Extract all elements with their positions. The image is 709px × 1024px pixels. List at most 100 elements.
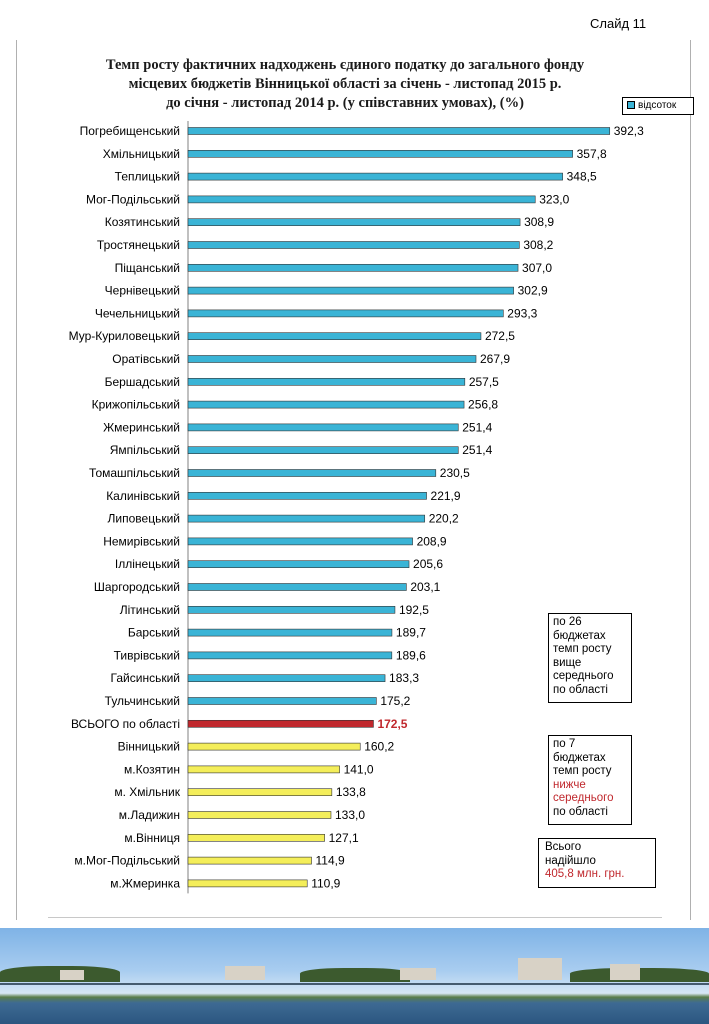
value-label: 220,2 [429,512,459,526]
bar [187,628,393,637]
bar [187,742,361,751]
value-label: 302,9 [518,284,548,298]
value-label: 230,5 [440,466,470,480]
bar [187,309,504,318]
bar [187,719,374,728]
category-label: Іллінецький [115,557,180,571]
bar [187,560,410,569]
category-label: Теплицький [115,170,180,184]
bar-chart: Погребищенський 392,3 Хмільницький 357,8 Теп… [69,121,644,894]
category-label: Літинський [120,603,180,617]
value-label: 160,2 [364,740,394,754]
value-label: 348,5 [567,170,597,184]
value-label: 141,0 [344,762,374,776]
value-label: 133,8 [336,785,366,799]
category-label: м. Хмільник [114,785,180,799]
note-below-line-red: нижче [553,778,586,791]
category-label: Хмільницький [103,147,180,161]
note-total-line: надійшло [545,854,596,867]
bar [187,423,459,432]
frame-border-left [16,40,17,920]
bar [187,879,308,888]
category-label: Немирівський [103,534,180,548]
note-below-line-red: середнього [553,792,614,804]
bar [187,514,426,523]
slide-number: Слайд 11 [590,16,647,31]
value-label: 221,9 [431,489,461,503]
note-below-line: по області [553,805,608,818]
building [400,968,436,980]
category-label: Погребищенський [80,124,180,138]
bar [187,400,465,409]
note-above-line: по області [553,683,608,696]
value-label: 183,3 [389,671,419,685]
category-label: Шаргородський [94,580,180,594]
value-label: 133,0 [335,808,365,822]
bar [187,583,407,591]
bar [187,605,396,614]
category-label: Тростянецький [97,238,180,252]
chart-title-line-1: Темп росту фактичних надходжень єдиного … [105,57,585,73]
value-label: 357,8 [577,147,607,161]
value-label: 308,2 [523,238,553,252]
bar [187,651,393,660]
category-label: Козятинський [105,215,180,229]
category-label: Мог-Подільський [86,192,180,206]
note-above-line: середнього [553,670,614,682]
bar [187,446,459,455]
category-label: Ямпільський [110,443,180,457]
value-label: 323,0 [539,192,569,206]
note-below-average: по 7 бюджетах темп росту нижче середньог… [548,735,632,825]
value-label: 267,9 [480,352,510,366]
category-label: Томашпільський [89,466,180,480]
bar [187,355,477,363]
value-label: 257,5 [469,375,499,389]
bar [187,332,482,341]
category-label: Липовецький [108,512,180,526]
bar [187,195,536,204]
building [60,970,84,980]
value-label: 251,4 [462,443,492,457]
frame-border-right [690,40,691,920]
category-label: Оратівський [112,352,180,366]
chart-title-line-2: місцевих бюджетів Вінницької області за … [128,76,562,92]
bar [187,241,520,249]
category-label: Мур-Куриловецький [69,329,180,343]
embankment [0,983,709,985]
building [225,966,265,980]
category-label: Калинівський [106,489,180,503]
value-label: 256,8 [468,398,498,412]
category-label: Піщанський [115,261,180,275]
value-label: 308,9 [524,215,554,229]
value-label: 293,3 [507,306,537,320]
bar [187,697,377,705]
bar [187,172,563,181]
note-below-line: бюджетах [553,751,606,764]
category-label: Тиврівський [114,648,180,662]
footer-divider [48,917,662,918]
bar [187,537,413,546]
bar [187,218,521,226]
bar [187,286,514,295]
bar [187,377,466,386]
bar [187,263,519,272]
note-above-line: темп росту [553,643,612,655]
legend-swatch [627,101,635,110]
note-above-line: бюджетах [553,629,606,642]
note-above-line: по 26 [553,616,582,628]
note-total-received: Всього надійшло 405,8 млн. грн. [538,838,656,888]
bar [187,674,386,683]
value-label: 114,9 [316,854,345,868]
note-total-amount: 405,8 млн. грн. [545,868,625,880]
category-label: Барський [128,626,180,640]
note-below-line: по 7 [553,738,576,750]
category-label: Чернівецький [105,284,180,298]
bar [187,150,573,158]
chart-legend: відсоток [622,97,694,115]
value-label: 203,1 [410,580,440,594]
bar [187,788,333,797]
category-label: Бершадський [105,375,180,389]
category-label: Чечельницький [95,306,180,320]
category-label: Крижопільський [92,398,180,412]
value-label: 189,6 [396,648,426,662]
